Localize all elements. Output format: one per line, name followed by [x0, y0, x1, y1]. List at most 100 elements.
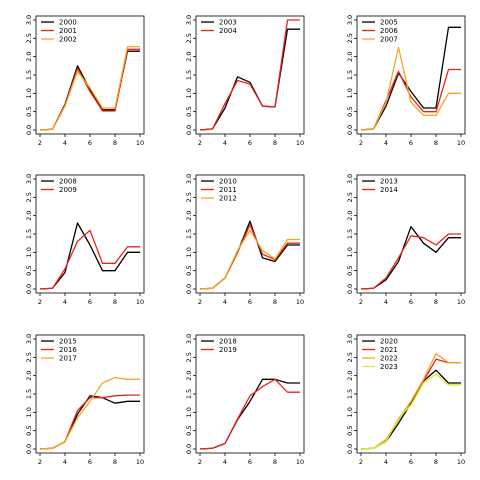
y-tick-label: 3.0	[185, 174, 193, 184]
x-tick-label: 8	[113, 458, 117, 466]
x-tick-label: 4	[384, 458, 388, 466]
x-tick-label: 8	[434, 298, 438, 306]
y-tick-label: 1.5	[25, 229, 33, 239]
x-tick-label: 2	[38, 458, 42, 466]
x-tick-label: 10	[296, 139, 304, 147]
legend-label-2022: 2022	[380, 355, 398, 363]
legend-label-2018: 2018	[219, 338, 237, 346]
series-line-2007	[360, 46, 461, 131]
x-tick-label: 4	[223, 298, 227, 306]
y-tick-label: 3.0	[185, 15, 193, 25]
y-tick-label: 0.5	[185, 265, 193, 275]
legend-label-2020: 2020	[380, 338, 398, 346]
y-tick-label: 2.0	[185, 51, 193, 61]
x-tick-label: 6	[88, 458, 92, 466]
y-tick-label: 0.5	[25, 265, 33, 275]
x-tick-label: 4	[223, 458, 227, 466]
y-tick-label: 0.0	[346, 284, 354, 294]
x-tick-label: 8	[273, 458, 277, 466]
x-tick-label: 10	[296, 458, 304, 466]
legend-label-2001: 2001	[59, 27, 77, 35]
y-tick-label: 2.5	[185, 192, 193, 202]
x-tick-label: 6	[248, 458, 252, 466]
legend-label-2016: 2016	[59, 346, 77, 354]
y-tick-label: 3.0	[25, 174, 33, 184]
x-tick-label: 8	[434, 458, 438, 466]
y-tick-label: 1.5	[346, 389, 354, 399]
legend-label-2002: 2002	[59, 36, 77, 44]
y-tick-label: 3.0	[346, 174, 354, 184]
y-tick-label: 0.5	[185, 425, 193, 435]
y-tick-label: 0.5	[346, 106, 354, 116]
x-tick-label: 6	[88, 139, 92, 147]
y-tick-label: 1.5	[346, 70, 354, 80]
x-tick-label: 8	[113, 139, 117, 147]
legend-label-2000: 2000	[59, 19, 77, 27]
series-line-2004	[199, 19, 300, 131]
x-tick-label: 2	[198, 139, 202, 147]
x-tick-label: 8	[273, 298, 277, 306]
x-tick-label: 8	[273, 139, 277, 147]
y-tick-label: 2.0	[25, 210, 33, 220]
y-tick-label: 0.5	[25, 106, 33, 116]
y-tick-label: 1.0	[25, 247, 33, 257]
x-tick-label: 2	[38, 139, 42, 147]
y-tick-label: 2.5	[346, 192, 354, 202]
series-line-2023	[360, 373, 461, 450]
x-tick-label: 2	[359, 458, 363, 466]
x-tick-label: 2	[359, 298, 363, 306]
series-line-2014	[360, 233, 461, 290]
x-tick-label: 4	[384, 139, 388, 147]
legend-label-2003: 2003	[219, 19, 237, 27]
legend-label-2015: 2015	[59, 338, 77, 346]
x-tick-label: 10	[457, 458, 465, 466]
y-tick-label: 1.0	[346, 407, 354, 417]
x-tick-label: 4	[63, 139, 67, 147]
y-tick-label: 1.0	[185, 88, 193, 98]
y-tick-label: 2.5	[185, 352, 193, 362]
legend-label-2010: 2010	[219, 178, 237, 186]
legend-label-2011: 2011	[219, 186, 237, 194]
series-line-2017	[39, 376, 140, 450]
y-tick-label: 1.5	[185, 70, 193, 80]
x-tick-label: 6	[409, 139, 413, 147]
y-tick-label: 1.0	[25, 407, 33, 417]
y-tick-label: 0.0	[346, 444, 354, 454]
legend-label-2012: 2012	[219, 195, 237, 203]
y-tick-label: 2.5	[25, 352, 33, 362]
y-tick-label: 1.0	[25, 88, 33, 98]
y-tick-label: 1.5	[185, 389, 193, 399]
y-tick-label: 1.0	[346, 247, 354, 257]
legend-label-2023: 2023	[380, 363, 398, 371]
series-line-2009	[39, 229, 140, 290]
x-tick-label: 8	[113, 298, 117, 306]
y-tick-label: 3.0	[346, 334, 354, 344]
y-tick-label: 0.0	[25, 444, 33, 454]
chart-panel-9: 2 4 6 8 10 0.0 0.5 1.0 1.5 2.0 2.5 3.0 2020202120222…	[346, 334, 466, 466]
y-tick-label: 2.5	[346, 33, 354, 43]
x-tick-label: 10	[136, 139, 144, 147]
y-tick-label: 0.0	[185, 125, 193, 135]
y-tick-label: 1.5	[185, 229, 193, 239]
y-tick-label: 2.0	[25, 370, 33, 380]
x-tick-label: 4	[63, 458, 67, 466]
x-tick-label: 10	[136, 458, 144, 466]
y-tick-label: 0.0	[346, 125, 354, 135]
y-tick-label: 1.5	[25, 70, 33, 80]
x-tick-label: 6	[248, 298, 252, 306]
x-tick-label: 8	[434, 139, 438, 147]
